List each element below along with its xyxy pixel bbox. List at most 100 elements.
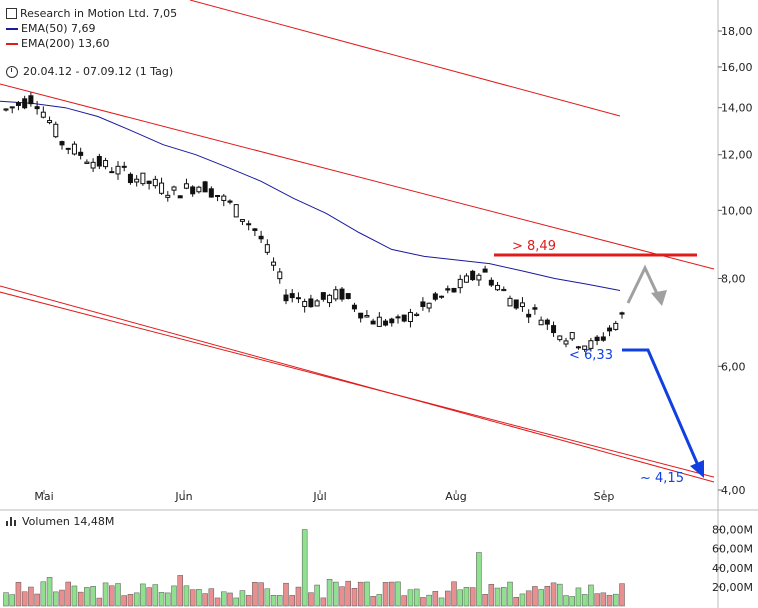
- ema50-label: EMA(50) 7,69: [21, 22, 96, 35]
- price-series-icon: [6, 8, 17, 19]
- candle-body: [588, 340, 594, 349]
- x-tick-label: Jul: [312, 490, 326, 503]
- candle-body: [65, 147, 71, 150]
- y-tick-label: 12,00: [721, 149, 753, 162]
- candle-body: [482, 268, 488, 273]
- volume-bar: [606, 594, 613, 607]
- volume-bar: [115, 583, 121, 607]
- candle-body: [96, 155, 102, 167]
- volume-bar: [501, 587, 507, 607]
- candle-body: [90, 161, 96, 169]
- volume-bar: [333, 581, 339, 607]
- volume-bar: [476, 552, 482, 607]
- candle-body: [476, 274, 482, 281]
- volume-bar: [457, 589, 463, 607]
- candle-body: [9, 106, 15, 109]
- candle-body: [445, 288, 451, 291]
- volume-bar: [569, 596, 575, 607]
- candle-body: [208, 188, 214, 198]
- support-label: < 6,33: [569, 348, 613, 363]
- candle-body: [271, 261, 277, 266]
- volume-bar: [339, 586, 345, 607]
- y-tick-label: 10,00: [721, 204, 753, 217]
- volume-bar: [202, 593, 208, 607]
- volume-bar: [488, 584, 495, 607]
- candle-body: [78, 151, 84, 156]
- volume-bar: [613, 593, 619, 607]
- candle-body: [28, 95, 34, 105]
- candle-body: [171, 186, 177, 191]
- volume-bar: [451, 581, 457, 607]
- candle-body: [569, 332, 575, 340]
- volume-bar: [519, 593, 526, 607]
- candle-body: [327, 294, 333, 304]
- candle-body: [544, 319, 550, 325]
- volume-bar: [3, 592, 9, 607]
- candle-body: [383, 320, 389, 326]
- channel-line: [0, 291, 715, 478]
- volume-bar: [34, 593, 40, 607]
- candle-body: [302, 301, 308, 307]
- candle-body: [501, 288, 507, 292]
- candle-body: [152, 178, 158, 187]
- candle-body: [395, 316, 401, 319]
- volume-bar: [189, 589, 196, 607]
- candle-body: [420, 301, 426, 307]
- candle-body: [345, 293, 351, 299]
- volume-y-tick-label: 20,00M: [712, 581, 753, 594]
- volume-bar: [382, 582, 389, 607]
- volume-bar: [283, 582, 289, 607]
- candle-body: [308, 298, 314, 308]
- candle-body: [295, 297, 301, 300]
- candle-body: [71, 143, 77, 155]
- volume-bar: [445, 590, 451, 607]
- candle-body: [463, 275, 469, 283]
- y-tick-label: 16,00: [721, 61, 753, 74]
- candle-body: [215, 194, 221, 197]
- candle-body: [264, 244, 270, 253]
- legend-range: 20.04.12 - 07.09.12 (1 Tag): [6, 64, 177, 79]
- candle-body: [519, 302, 525, 308]
- volume-bar: [71, 585, 78, 607]
- volume-bar: [594, 593, 600, 607]
- candle-body: [221, 195, 227, 201]
- candle-body: [84, 161, 90, 164]
- candle-body: [607, 327, 613, 332]
- volume-bar: [413, 588, 420, 607]
- candle-body: [563, 340, 569, 345]
- candle-body: [389, 318, 395, 324]
- target-arrow-line: [622, 348, 702, 471]
- candle-body: [177, 195, 183, 199]
- volume-bar: [494, 587, 501, 607]
- date-range-label: 20.04.12 - 07.09.12 (1 Tag): [23, 65, 174, 78]
- target-arrow-head: [690, 460, 704, 478]
- volume-bar: [208, 588, 215, 607]
- ema200-swatch: [6, 42, 18, 45]
- candle-body: [289, 293, 295, 299]
- channel-line: [0, 83, 715, 270]
- volume-bar: [463, 587, 470, 607]
- candle-body: [513, 299, 519, 309]
- candle-body: [551, 325, 557, 334]
- candle-body: [233, 204, 239, 218]
- candle-body: [246, 223, 252, 226]
- volume-bar: [53, 591, 59, 607]
- volume-bar: [121, 595, 127, 607]
- volume-bar: [345, 580, 351, 607]
- channel-line: [189, 0, 621, 117]
- y-tick-label: 6,00: [721, 360, 746, 373]
- candle-body: [146, 180, 152, 184]
- candle-body: [407, 311, 413, 322]
- volume-bar: [177, 575, 183, 607]
- volume-bar: [295, 586, 302, 607]
- volume-bar: [550, 582, 557, 607]
- candle-body: [53, 123, 59, 138]
- candle-body: [358, 312, 364, 319]
- candle-body: [532, 307, 538, 310]
- candle-body: [351, 304, 357, 310]
- candle-body: [115, 165, 121, 175]
- candle-body: [426, 302, 432, 309]
- candle-body: [140, 172, 146, 185]
- candle-body: [227, 200, 233, 203]
- volume-bar: [420, 597, 426, 607]
